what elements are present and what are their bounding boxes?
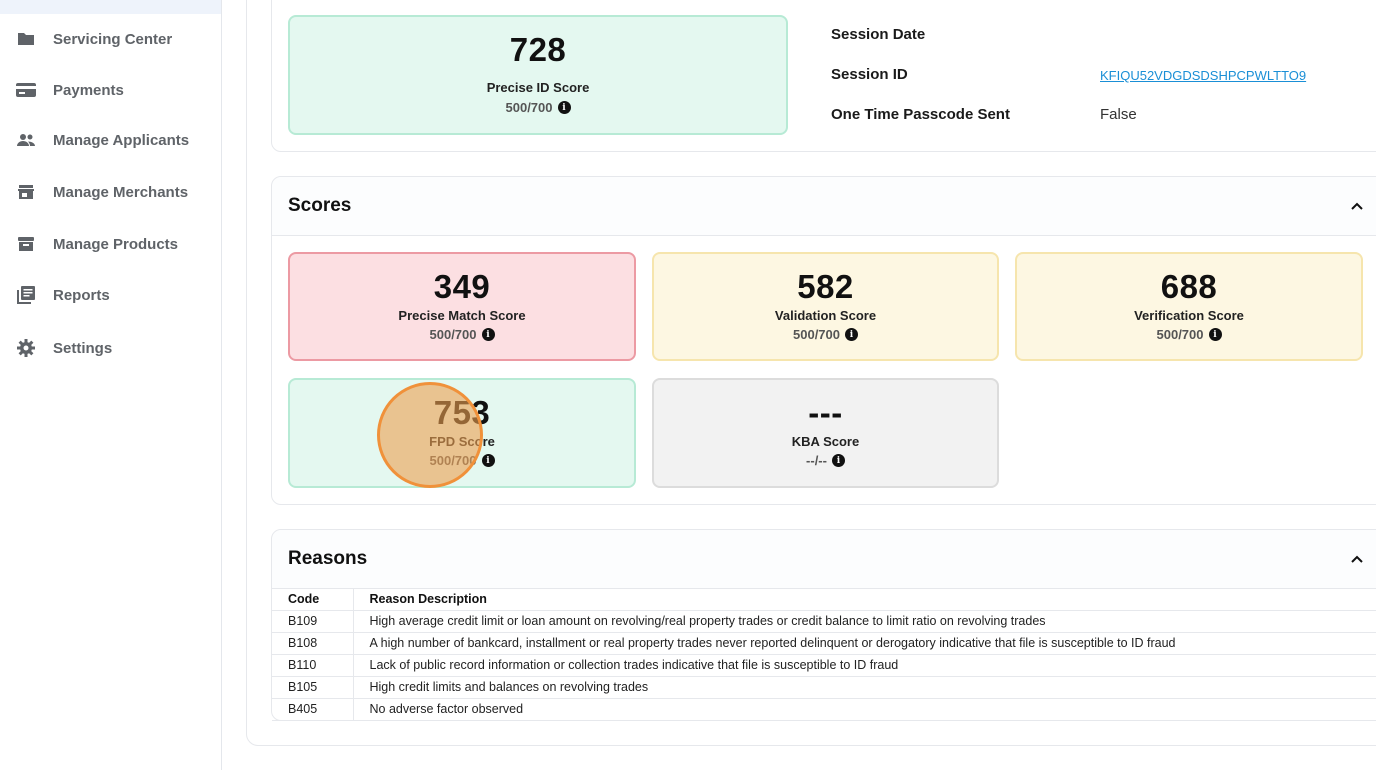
info-icon[interactable]: i xyxy=(845,328,858,341)
table-row: B405 No adverse factor observed xyxy=(272,698,1376,721)
sidebar-item-label: Manage Merchants xyxy=(53,183,189,201)
sidebar-item-manage-applicants[interactable]: Manage Applicants xyxy=(0,120,221,160)
reasons-header[interactable]: Reasons xyxy=(272,530,1376,589)
info-icon[interactable]: i xyxy=(481,328,495,341)
otp-sent-value: False xyxy=(1100,106,1137,123)
reason-code: B108 xyxy=(272,632,354,655)
session-id-value: KFIQU52VDGDSDSHPCPWLTTO9 xyxy=(1100,67,1306,84)
validation-score-card: 582 Validation Score 500/700 i xyxy=(652,252,999,361)
table-header-row: Code Reason Description xyxy=(272,588,1376,611)
score-value: 349 xyxy=(433,268,491,305)
reasons-table: Code Reason Description B109 High averag… xyxy=(272,588,1376,721)
table-row: B109 High average credit limit or loan a… xyxy=(272,610,1376,633)
session-id-link[interactable]: KFIQU52VDGDSDSHPCPWLTTO9 xyxy=(1100,68,1307,83)
scores-header[interactable]: Scores xyxy=(272,177,1376,236)
score-range-text: 500/700 xyxy=(429,327,477,342)
people-icon xyxy=(16,130,36,150)
credit-card-icon xyxy=(16,80,36,100)
sidebar-item-manage-products[interactable]: Manage Products xyxy=(0,224,221,264)
score-range-text: 500/700 xyxy=(793,327,840,342)
sidebar-active-item[interactable] xyxy=(0,0,221,14)
score-range: 500/700 i xyxy=(1017,327,1361,342)
verification-score-card: 688 Verification Score 500/700 i xyxy=(1015,252,1363,361)
reason-description: High credit limits and balances on revol… xyxy=(353,676,1376,699)
reason-description: High average credit limit or loan amount… xyxy=(353,610,1376,633)
chevron-up-icon[interactable] xyxy=(1350,199,1364,213)
fpd-score-card: 753 FPD Score 500/700 i xyxy=(288,378,636,488)
sidebar-item-payments[interactable]: Payments xyxy=(0,70,221,110)
score-range-text: 500/700 xyxy=(1156,327,1204,342)
score-name: Verification Score xyxy=(1134,308,1244,323)
reason-code: B110 xyxy=(272,654,354,677)
precise-id-score-card: 728 Precise ID Score 500/700 i xyxy=(288,15,788,135)
score-value: 582 xyxy=(797,268,854,305)
info-icon[interactable]: i xyxy=(831,454,845,467)
table-row: B108 A high number of bankcard, installm… xyxy=(272,632,1376,655)
reasons-title: Reasons xyxy=(288,548,368,569)
sidebar-item-label: Payments xyxy=(53,81,124,99)
folder-icon xyxy=(16,29,36,49)
precise-match-score-card: 349 Precise Match Score 500/700 i xyxy=(288,252,636,361)
score-value: --- xyxy=(808,394,843,431)
store-icon xyxy=(16,182,36,202)
sidebar-item-label: Manage Products xyxy=(53,235,179,253)
reason-code: B405 xyxy=(272,698,354,721)
column-header-code: Code xyxy=(272,588,354,611)
library-books-icon xyxy=(16,285,36,305)
score-name: FPD Score xyxy=(429,434,495,449)
scores-title: Scores xyxy=(288,195,352,216)
reason-description: Lack of public record information or col… xyxy=(353,654,1376,677)
sidebar-item-settings[interactable]: Settings xyxy=(0,328,221,368)
score-range: 500/700 i xyxy=(290,100,786,115)
content-frame xyxy=(246,0,1376,746)
gear-icon xyxy=(16,338,36,358)
chevron-up-icon[interactable] xyxy=(1350,552,1364,566)
reason-description: A high number of bankcard, installment o… xyxy=(353,632,1376,655)
score-name: KBA Score xyxy=(791,434,860,449)
reason-code: B109 xyxy=(272,610,354,633)
sidebar-item-label: Servicing Center xyxy=(53,30,173,48)
score-value: 688 xyxy=(1160,268,1218,305)
score-range-text: 500/700 xyxy=(505,100,553,115)
reason-description: No adverse factor observed xyxy=(353,698,1376,721)
score-value: 728 xyxy=(509,31,567,68)
sidebar: Servicing Center Payments Manage Applica… xyxy=(0,0,222,770)
score-name: Precise Match Score xyxy=(398,308,526,323)
session-date-label: Session Date xyxy=(831,26,926,43)
score-range: --/-- i xyxy=(654,453,997,468)
sidebar-item-reports[interactable]: Reports xyxy=(0,275,221,315)
sidebar-item-label: Reports xyxy=(53,286,110,304)
reason-code: B105 xyxy=(272,676,354,699)
table-row: B110 Lack of public record information o… xyxy=(272,654,1376,677)
info-icon[interactable]: i xyxy=(481,454,495,467)
kba-score-card: --- KBA Score --/-- i xyxy=(652,378,999,488)
score-range: 500/700 i xyxy=(654,327,997,342)
score-range-text: 500/700 xyxy=(429,453,477,468)
info-icon[interactable]: i xyxy=(1208,328,1222,341)
sidebar-item-label: Settings xyxy=(53,339,113,357)
column-header-description: Reason Description xyxy=(353,588,1376,611)
sidebar-item-label: Manage Applicants xyxy=(53,131,190,149)
table-row: B105 High credit limits and balances on … xyxy=(272,676,1376,699)
score-range-text: --/-- xyxy=(806,453,827,468)
sidebar-item-servicing-center[interactable]: Servicing Center xyxy=(0,19,221,59)
archive-box-icon xyxy=(16,234,36,254)
score-name: Validation Score xyxy=(774,308,877,323)
score-range: 500/700 i xyxy=(290,327,634,342)
otp-sent-label: One Time Passcode Sent xyxy=(831,106,1010,123)
score-value: 753 xyxy=(433,394,491,431)
info-icon[interactable]: i xyxy=(557,101,571,114)
score-name: Precise ID Score xyxy=(486,80,590,95)
sidebar-item-manage-merchants[interactable]: Manage Merchants xyxy=(0,172,221,212)
session-id-label: Session ID xyxy=(831,66,908,83)
score-range: 500/700 i xyxy=(290,453,634,468)
